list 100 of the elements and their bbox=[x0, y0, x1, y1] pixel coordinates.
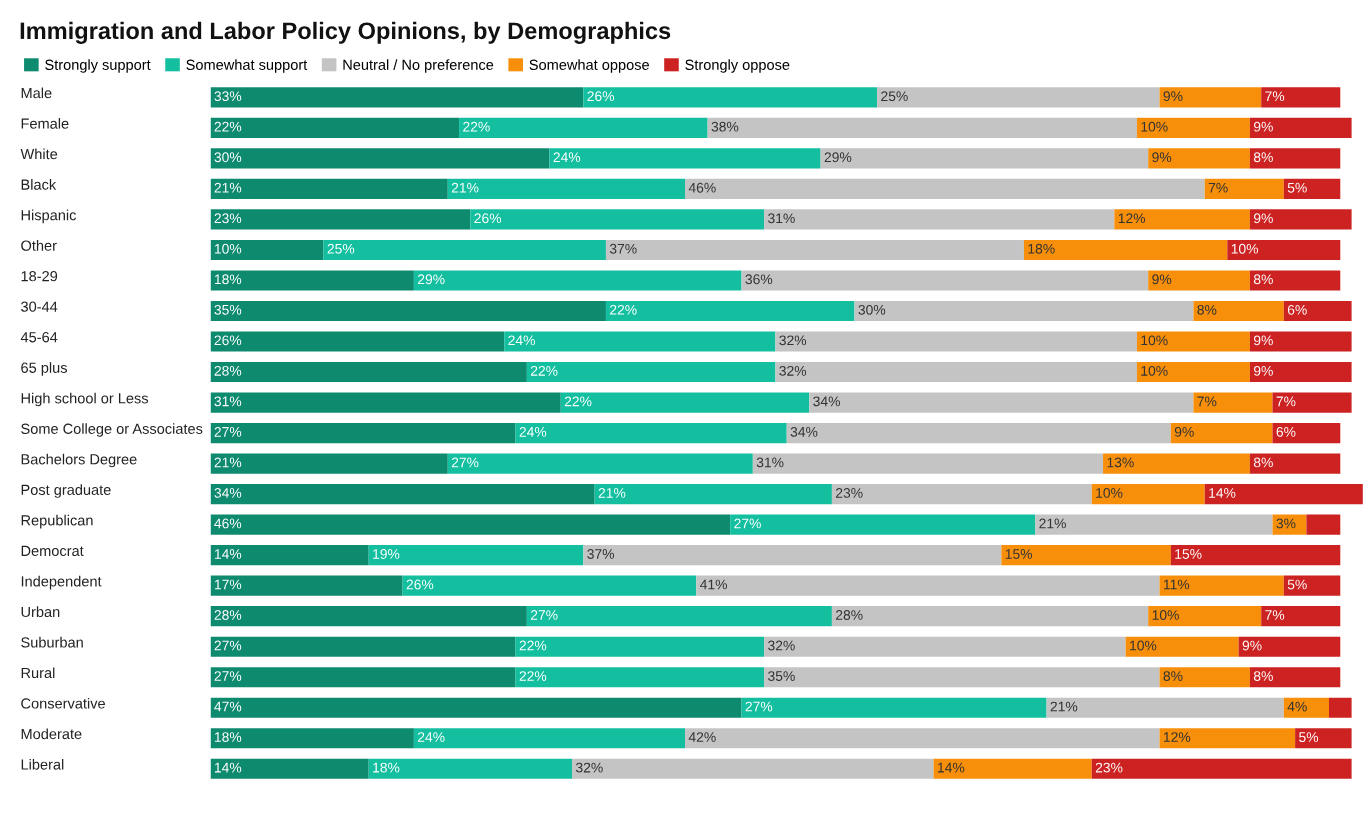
data-label: 8% bbox=[1163, 671, 1183, 681]
bar bbox=[820, 148, 1149, 169]
y-tick-label: Liberal bbox=[21, 758, 64, 770]
data-label: 46% bbox=[214, 518, 242, 529]
data-label: 18% bbox=[214, 732, 242, 742]
data-label: 11% bbox=[1163, 579, 1190, 590]
y-tick-label: 45-64 bbox=[20, 332, 58, 343]
data-label: 38% bbox=[711, 121, 739, 132]
data-label: 5% bbox=[1287, 579, 1307, 590]
data-label: 26% bbox=[214, 335, 242, 346]
data-label: 46% bbox=[688, 182, 716, 193]
y-tick-label: Female bbox=[21, 118, 69, 129]
bar bbox=[210, 423, 516, 444]
bar bbox=[526, 606, 832, 627]
data-label: 14% bbox=[1209, 488, 1236, 498]
bar bbox=[515, 636, 765, 657]
bar bbox=[605, 239, 1024, 261]
data-label: 21% bbox=[1050, 701, 1078, 712]
bar bbox=[515, 667, 765, 688]
data-label: 21% bbox=[598, 488, 626, 498]
y-tick-label: Rural bbox=[21, 667, 55, 679]
bar bbox=[1103, 453, 1250, 474]
bar bbox=[210, 270, 414, 291]
bar bbox=[583, 87, 878, 108]
data-label: 9% bbox=[1242, 640, 1262, 651]
bar bbox=[877, 87, 1160, 108]
bar bbox=[831, 484, 1092, 505]
data-label: 42% bbox=[688, 732, 716, 742]
bar bbox=[730, 514, 1036, 535]
data-label: 28% bbox=[835, 610, 863, 620]
data-label: 8% bbox=[1253, 671, 1273, 681]
bar bbox=[210, 361, 527, 383]
bar bbox=[1136, 331, 1250, 352]
data-label: 6% bbox=[1287, 304, 1307, 315]
bar bbox=[1283, 300, 1352, 322]
data-label: 9% bbox=[1253, 335, 1273, 346]
bar bbox=[933, 758, 1092, 779]
data-label: 23% bbox=[214, 213, 242, 224]
bar bbox=[447, 453, 753, 474]
data-label: 27% bbox=[214, 671, 242, 681]
bar bbox=[210, 667, 516, 688]
bar bbox=[1249, 270, 1341, 291]
y-tick-label: Some College or Associates bbox=[21, 423, 203, 437]
bar bbox=[1249, 117, 1352, 138]
bar bbox=[1148, 270, 1250, 291]
bar bbox=[1249, 667, 1341, 688]
bar bbox=[210, 636, 516, 657]
data-label: 6% bbox=[1276, 426, 1296, 437]
data-label: 8% bbox=[1253, 152, 1273, 163]
data-label: 5% bbox=[1299, 732, 1319, 742]
bar bbox=[210, 453, 448, 474]
y-tick-label: Black bbox=[21, 179, 57, 190]
data-label: 9% bbox=[1253, 213, 1273, 224]
y-tick-label: Male bbox=[21, 87, 52, 99]
bar bbox=[786, 423, 1171, 444]
bar bbox=[1249, 453, 1341, 474]
legend-label: Somewhat oppose bbox=[529, 59, 649, 73]
data-label: 10% bbox=[1130, 640, 1157, 651]
bar bbox=[775, 361, 1137, 383]
data-label: 9% bbox=[1253, 365, 1273, 376]
data-label: 24% bbox=[508, 335, 535, 346]
data-label: 21% bbox=[1039, 518, 1066, 529]
bar bbox=[741, 697, 1047, 718]
bar bbox=[549, 148, 821, 169]
data-label: 15% bbox=[1175, 549, 1202, 559]
bar bbox=[707, 117, 1137, 138]
data-label: 7% bbox=[1208, 182, 1228, 193]
data-label: 36% bbox=[745, 274, 773, 285]
bar bbox=[764, 667, 1160, 688]
bar bbox=[368, 545, 584, 566]
data-label: 35% bbox=[768, 671, 795, 681]
data-label: 14% bbox=[214, 549, 242, 559]
y-tick-label: Other bbox=[21, 240, 57, 251]
bar bbox=[764, 209, 1115, 230]
bar bbox=[210, 331, 505, 352]
y-tick-label: Urban bbox=[21, 606, 60, 618]
bar bbox=[1125, 636, 1239, 657]
bar bbox=[210, 209, 471, 230]
data-label: 18% bbox=[214, 274, 242, 285]
data-label: 23% bbox=[1095, 762, 1123, 773]
bar bbox=[323, 239, 606, 261]
data-label: 41% bbox=[700, 579, 728, 590]
bar bbox=[1204, 178, 1284, 199]
data-label: 34% bbox=[214, 488, 242, 498]
data-label: 5% bbox=[1287, 182, 1307, 193]
bar bbox=[1249, 209, 1352, 230]
bar bbox=[1170, 423, 1273, 444]
bar bbox=[210, 300, 606, 322]
y-tick-label: Suburban bbox=[21, 636, 83, 648]
data-label: 9% bbox=[1174, 426, 1194, 437]
bar bbox=[1159, 728, 1296, 749]
data-label: 37% bbox=[587, 549, 615, 559]
bar bbox=[210, 545, 369, 566]
y-tick-label: Moderate bbox=[21, 728, 82, 740]
data-label: 15% bbox=[1005, 549, 1033, 559]
data-label: 7% bbox=[1265, 610, 1285, 620]
data-label: 4% bbox=[1287, 701, 1307, 712]
y-tick-label: Post graduate bbox=[21, 484, 111, 498]
data-label: 23% bbox=[835, 488, 863, 498]
bar bbox=[1159, 87, 1262, 108]
